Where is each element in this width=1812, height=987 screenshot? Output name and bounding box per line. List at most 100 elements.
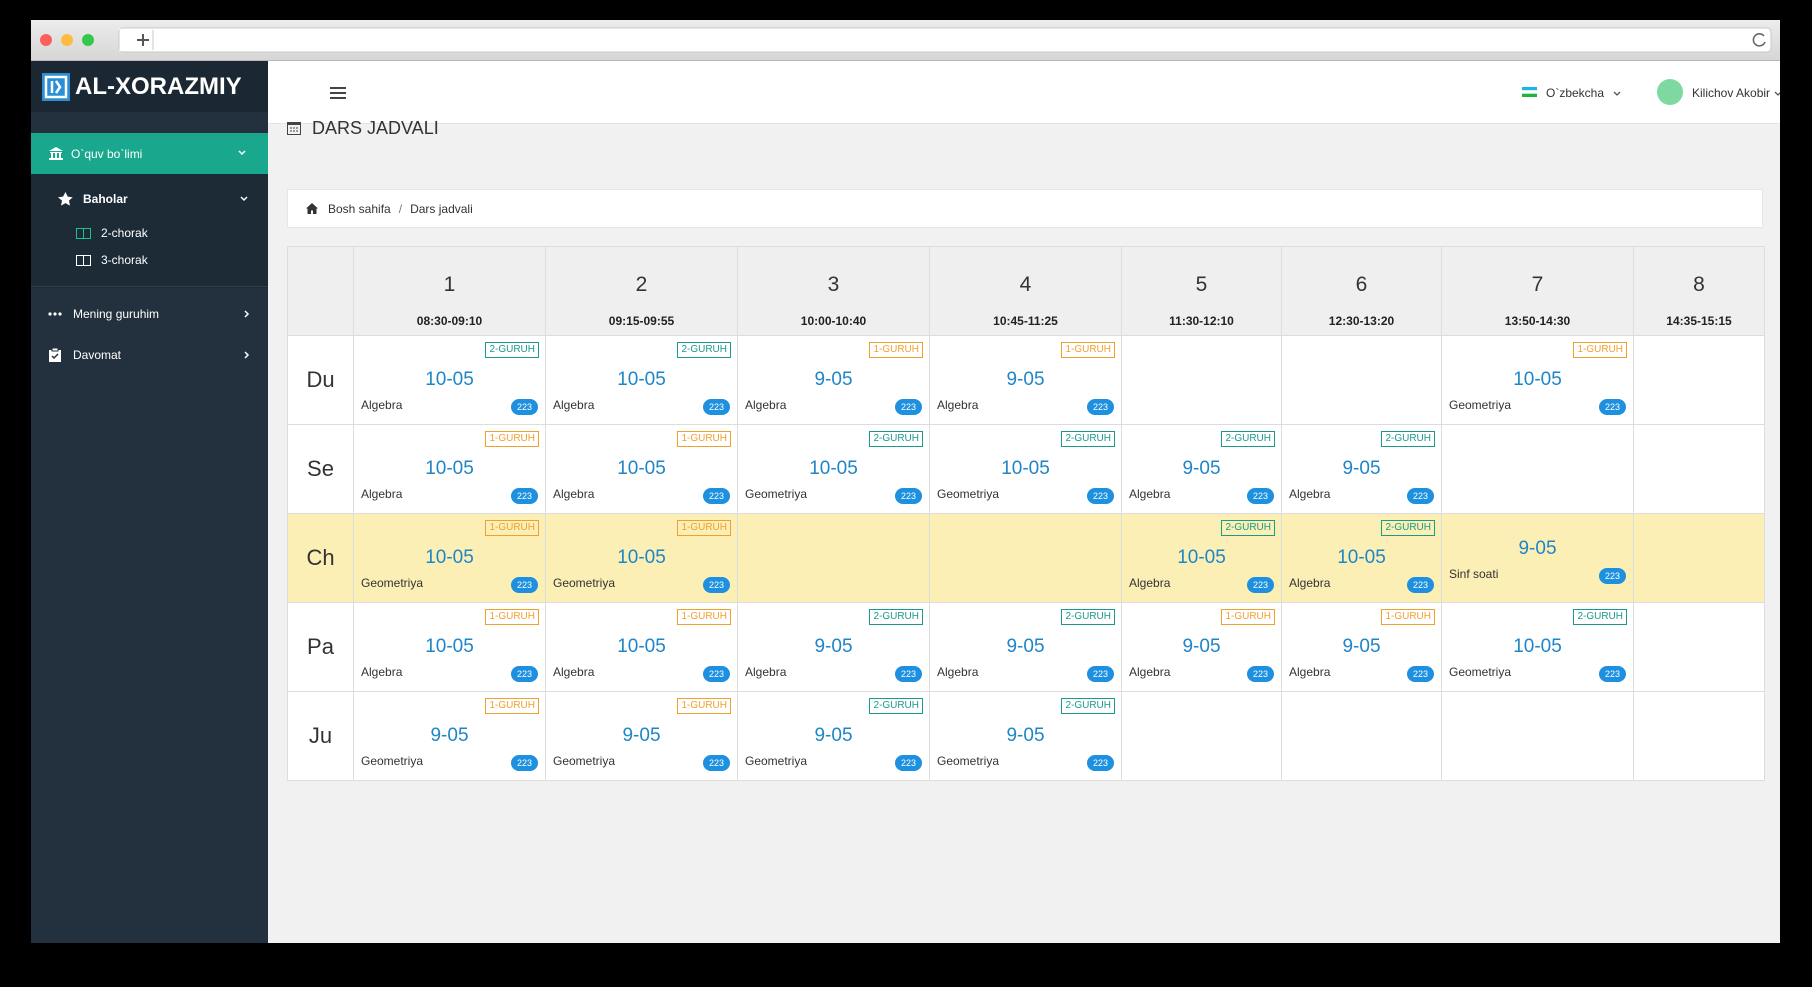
period-time: 09:15-09:55 [608, 314, 675, 328]
subject: Geometriya [745, 754, 808, 768]
user-menu[interactable]: Kilichov Akobir [1692, 86, 1771, 100]
empty-cell [930, 514, 1122, 603]
sidebar: AL-XORAZMIY O`quv bo`limi Baholar 2-chor… [31, 61, 268, 943]
group-badge: 1-GURUH [1573, 342, 1627, 358]
group-badge: 1-GURUH [677, 698, 731, 714]
class-name: 9-05 [1006, 725, 1045, 746]
subject: Algebra [1129, 576, 1171, 590]
lesson-cell: 2-GURUH 9-05 Algebra 223 [930, 603, 1122, 692]
empty-cell [1282, 336, 1442, 425]
subject: Algebra [937, 398, 979, 412]
book-icon [76, 255, 91, 266]
new-tab-icon[interactable] [137, 34, 149, 46]
room-badge: 223 [702, 399, 730, 415]
logo[interactable]: AL-XORAZMIY [31, 61, 268, 112]
class-name: 9-05 [430, 725, 469, 746]
empty-cell [1634, 336, 1765, 425]
menu-item[interactable]: O`quv bo`limi [31, 133, 268, 174]
lesson-cell: 9-05 Sinf soati 223 [1442, 514, 1634, 603]
period-number: 8 [1693, 273, 1705, 296]
lesson-cell: 1-GURUH 10-05 Algebra 223 [546, 425, 738, 514]
menu-label: Davomat [73, 348, 122, 362]
subject: Algebra [553, 398, 595, 412]
empty-cell [1634, 692, 1765, 781]
chevron [1774, 91, 1780, 96]
day-label: Ju [308, 723, 333, 748]
subject: Algebra [1289, 665, 1331, 679]
class-name: 9-05 [1182, 458, 1221, 479]
lesson-cell: 1-GURUH 9-05 Geometriya 223 [546, 692, 738, 781]
period-header: 8 14:35-15:15 [1634, 247, 1765, 336]
submenu-item[interactable]: Baholar [31, 186, 268, 212]
empty-cell [1122, 692, 1282, 781]
class-name: 10-05 [809, 458, 858, 479]
class-name: 10-05 [1513, 369, 1562, 390]
class-name: 10-05 [617, 458, 666, 479]
subject: Geometriya [553, 754, 616, 768]
address-bar[interactable] [118, 27, 1772, 53]
submenu [31, 174, 268, 288]
period-time: 10:00-10:40 [800, 314, 867, 328]
menu-label: Mening guruhim [73, 307, 160, 321]
subject: Algebra [1289, 487, 1331, 501]
empty-cell [1282, 692, 1442, 781]
room-badge: 223 [1598, 568, 1626, 584]
avatar[interactable] [1656, 78, 1684, 106]
lesson-cell: 2-GURUH 10-05 Geometriya 223 [1442, 603, 1634, 692]
class-name: 9-05 [622, 725, 661, 746]
minimize-button[interactable] [61, 34, 73, 46]
submenu-item[interactable]: 2-chorak [31, 222, 268, 244]
day-label: Du [306, 367, 335, 392]
logo-icon [42, 73, 70, 101]
room-badge: 223 [894, 666, 922, 682]
lesson-cell: 1-GURUH 9-05 Algebra 223 [930, 336, 1122, 425]
timetable: 1 08:30-09:10 2 09:15-09:55 3 10:00-10:40 4 10:… [287, 246, 1765, 781]
subject: Geometriya [361, 754, 424, 768]
breadcrumb-link[interactable]: Bosh sahifa [328, 201, 391, 216]
lesson-cell: 1-GURUH 10-05 Geometriya 223 [546, 514, 738, 603]
menu-item[interactable]: Davomat [31, 342, 268, 368]
period-number: 6 [1355, 273, 1368, 296]
empty-cell [738, 514, 930, 603]
group-badge: 1-GURUH [485, 698, 539, 714]
class-name: 9-05 [814, 636, 853, 657]
room-badge: 223 [1598, 666, 1626, 682]
flag-icon [1522, 87, 1537, 97]
class-name: 9-05 [1342, 636, 1381, 657]
subject: Geometriya [937, 487, 1000, 501]
menu-item[interactable]: Mening guruhim [31, 301, 268, 327]
breadcrumb-current: Dars jadvali [410, 201, 473, 216]
class-name: 10-05 [425, 369, 474, 390]
subject: Geometriya [1449, 398, 1512, 412]
chevron [238, 150, 246, 156]
class-name: 9-05 [814, 369, 853, 390]
lesson-cell: 2-GURUH 10-05 Algebra 223 [1282, 514, 1442, 603]
browser-window: AL-XORAZMIY O`quv bo`limi Baholar 2-chor… [31, 20, 1780, 943]
room-badge: 223 [510, 488, 538, 504]
browser-chrome [31, 20, 1780, 61]
group-badge: 1-GURUH [677, 431, 731, 447]
group-badge: 2-GURUH [869, 609, 923, 625]
lesson-cell: 2-GURUH 9-05 Algebra 223 [738, 603, 930, 692]
lesson-cell: 2-GURUH 10-05 Geometriya 223 [738, 425, 930, 514]
close-button[interactable] [40, 34, 52, 46]
reload-icon[interactable] [1752, 33, 1766, 47]
subject: Geometriya [745, 487, 808, 501]
hamburger-button[interactable] [330, 87, 346, 99]
room-badge: 223 [1086, 755, 1114, 771]
lesson-cell: 1-GURUH 10-05 Geometriya 223 [354, 514, 546, 603]
room-badge: 223 [1598, 399, 1626, 415]
period-number: 5 [1195, 273, 1208, 296]
group-badge: 1-GURUH [677, 520, 731, 536]
lesson-cell: 2-GURUH 10-05 Geometriya 223 [930, 425, 1122, 514]
group-badge: 2-GURUH [1221, 520, 1275, 536]
subject: Algebra [553, 665, 595, 679]
lesson-cell: 1-GURUH 9-05 Geometriya 223 [354, 692, 546, 781]
lesson-cell: 2-GURUH 9-05 Algebra 223 [1122, 425, 1282, 514]
menu-label: 3-chorak [101, 253, 148, 267]
breadcrumb: Bosh sahifa / Dars jadvali [287, 189, 1763, 228]
maximize-button[interactable] [82, 34, 94, 46]
period-number: 4 [1019, 273, 1032, 296]
language-selector[interactable]: O`zbekcha [1546, 86, 1605, 100]
submenu-item[interactable]: 3-chorak [31, 249, 268, 271]
